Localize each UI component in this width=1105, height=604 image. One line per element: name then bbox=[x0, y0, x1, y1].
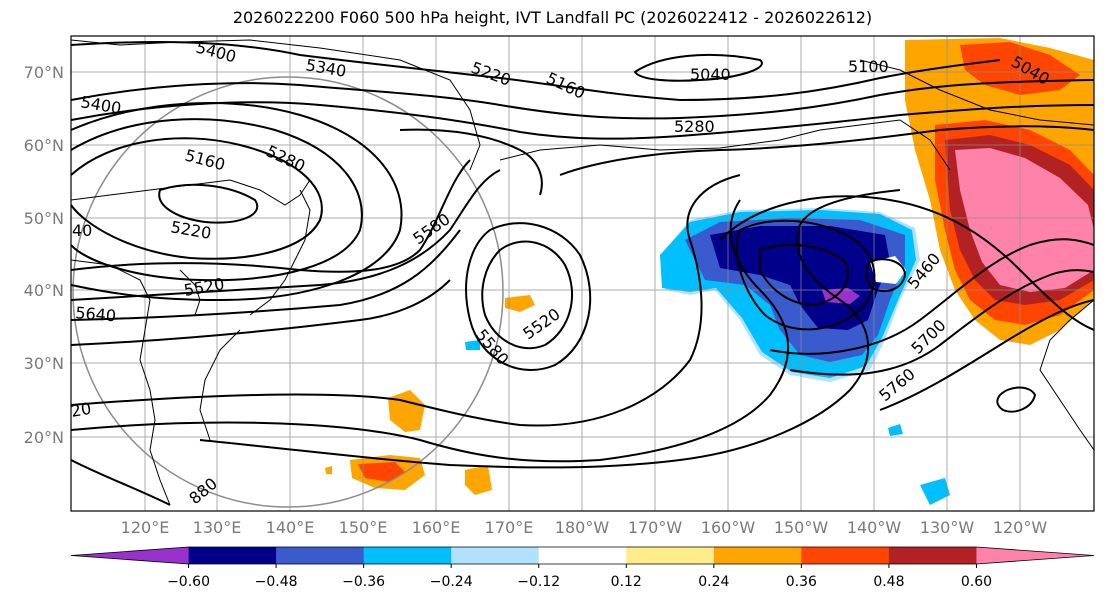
contour-east-4 bbox=[879, 299, 1094, 411]
contour-ridge-1 bbox=[735, 219, 876, 331]
contour-low-ring-2 bbox=[71, 118, 363, 282]
contour-trough-2 bbox=[465, 222, 592, 371]
contour-wave-3 bbox=[199, 189, 901, 469]
colorbar-segment bbox=[626, 547, 715, 564]
contour-north-5 bbox=[559, 125, 1094, 176]
contour-trough-1 bbox=[481, 240, 574, 350]
lon-label: 120°W bbox=[993, 518, 1048, 537]
lat-label: 60°N bbox=[24, 136, 64, 155]
contour-mid-3 bbox=[71, 229, 461, 321]
contour-label: 40 bbox=[72, 221, 92, 240]
contour-wave-2 bbox=[71, 199, 790, 463]
colorbar-tick-label: −0.48 bbox=[255, 574, 298, 590]
contour-mid-2 bbox=[71, 169, 501, 301]
lat-label: 30°N bbox=[24, 354, 64, 373]
contour-ridge-3 bbox=[865, 258, 907, 293]
contour-east-2 bbox=[769, 238, 1094, 355]
ivt-negative-small-west bbox=[465, 340, 480, 350]
contour-north-1 bbox=[71, 41, 1001, 102]
colorbar-tick-label: 0.36 bbox=[786, 574, 817, 590]
colorbar-tick-label: −0.60 bbox=[167, 574, 210, 590]
contour-mid-1 bbox=[71, 159, 471, 273]
lon-label: 140°E bbox=[266, 518, 315, 537]
contour-north-3 bbox=[71, 101, 1094, 140]
contour-label: 5100 bbox=[848, 57, 889, 76]
ivt-positive-blob-1 bbox=[505, 295, 535, 312]
contour-low-ring-4 bbox=[158, 183, 259, 224]
colorbar-segment bbox=[538, 547, 627, 564]
contour-wave-1 bbox=[71, 174, 741, 427]
lon-label: 170°E bbox=[485, 518, 534, 537]
contour-mid-4 bbox=[71, 279, 451, 346]
contour-low-ring-3 bbox=[71, 102, 403, 302]
lon-label: 150°E bbox=[339, 518, 388, 537]
ivt-positive-pink bbox=[955, 148, 1094, 292]
lon-label: 180°W bbox=[555, 518, 610, 537]
contour-low-ring-1 bbox=[71, 137, 323, 260]
lat-label: 40°N bbox=[24, 281, 64, 300]
map-frame bbox=[70, 35, 1095, 512]
contour-east-1 bbox=[719, 195, 1094, 331]
colorbar-ticks: −0.60 −0.48 −0.36 −0.24 −0.12 0.12 0.24 0.36 0.4… bbox=[167, 564, 992, 590]
lat-label: 70°N bbox=[24, 63, 64, 82]
lon-label: 130°W bbox=[920, 518, 975, 537]
lon-label: 160°E bbox=[412, 518, 461, 537]
contour-east-loop bbox=[996, 386, 1037, 413]
contour-label: 20 bbox=[69, 399, 92, 421]
colorbar-tick-label: 0.60 bbox=[961, 574, 992, 590]
lat-label: 50°N bbox=[24, 209, 64, 228]
colorbar-segment bbox=[188, 547, 277, 564]
colorbar-segment bbox=[713, 547, 802, 564]
contour-label: 5040 bbox=[690, 65, 731, 84]
ivt-shading bbox=[325, 38, 1094, 505]
ivt-negative-small-east2 bbox=[888, 424, 903, 436]
contour-north-4 bbox=[399, 128, 543, 196]
colorbar-segment bbox=[363, 547, 452, 564]
ivt-positive-blob-5 bbox=[325, 466, 332, 474]
colorbar-tick-label: 0.24 bbox=[698, 574, 729, 590]
colorbar-tick-label: −0.12 bbox=[517, 574, 560, 590]
contour-north-2 bbox=[71, 79, 1094, 120]
colorbar-tick-label: −0.36 bbox=[342, 574, 385, 590]
lon-label: 130°E bbox=[193, 518, 242, 537]
region-circle bbox=[72, 76, 504, 508]
colorbar-tick-label: 0.12 bbox=[611, 574, 642, 590]
contour-ridge-2 bbox=[759, 243, 850, 307]
lon-label: 150°W bbox=[774, 518, 829, 537]
ivt-positive-blob-3-red bbox=[358, 462, 405, 482]
contour-label: 5280 bbox=[674, 117, 715, 136]
colorbar-tick-label: 0.48 bbox=[873, 574, 904, 590]
colorbar-segment bbox=[888, 547, 977, 564]
contour-south-edge bbox=[71, 459, 171, 506]
coastlines bbox=[71, 39, 1094, 506]
colorbar-segment bbox=[801, 547, 890, 564]
contour-5040 bbox=[633, 53, 763, 82]
contour-east-3 bbox=[789, 269, 1094, 376]
colorbar-extend-low bbox=[71, 547, 189, 564]
colorbar-extend-high bbox=[976, 547, 1094, 564]
lon-label: 120°E bbox=[121, 518, 170, 537]
lon-label: 140°W bbox=[847, 518, 902, 537]
colorbar-tick-label: −0.24 bbox=[430, 574, 473, 590]
lat-label: 20°N bbox=[24, 428, 64, 447]
longitude-labels: 120°E 130°E 140°E 150°E 160°E 170°E 180°… bbox=[121, 518, 1048, 537]
height-contours bbox=[71, 41, 1094, 506]
lon-label: 160°W bbox=[701, 518, 756, 537]
lon-label: 170°W bbox=[628, 518, 683, 537]
colorbar bbox=[70, 546, 1095, 565]
colorbar-segment bbox=[276, 547, 365, 564]
map-title: 2026022200 F060 500 hPa height, IVT Land… bbox=[232, 8, 873, 27]
map-content: 5400 5340 5220 5160 5040 5100 5040 5400 … bbox=[69, 36, 1094, 511]
contour-label: 5640 bbox=[75, 303, 117, 325]
ivt-negative-small-east bbox=[920, 478, 950, 505]
colorbar-segment bbox=[451, 547, 540, 564]
ivt-positive-blob-4 bbox=[465, 465, 492, 495]
latitude-labels: 70°N 60°N 50°N 40°N 30°N 20°N bbox=[24, 63, 64, 447]
